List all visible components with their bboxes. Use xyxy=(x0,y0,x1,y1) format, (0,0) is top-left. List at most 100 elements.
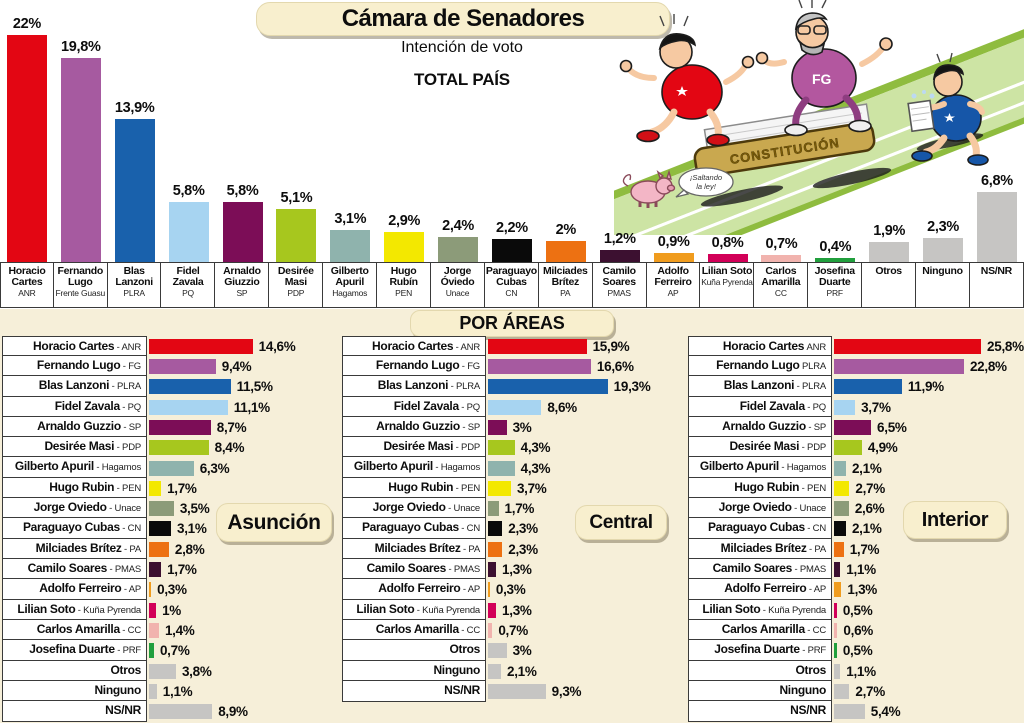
row-candidate-name: Ninguno xyxy=(433,662,480,677)
row-candidate-party: - PDP xyxy=(799,442,827,454)
row-candidate-name: Ninguno xyxy=(779,682,826,697)
interior-chart: Horacio Cartes ANR 25,8% Fernando Lugo PLR… xyxy=(688,336,1024,722)
row-value-label: 0,3% xyxy=(157,582,187,598)
row-candidate-party: - PRF xyxy=(114,645,141,657)
row-candidate-party: - SP xyxy=(805,421,826,433)
row-label-box: Milciades Brítez - PA xyxy=(688,537,832,560)
row-value-label: 9,3% xyxy=(551,683,582,699)
area-chart-row: Paraguayo Cubas - CN 3,1% xyxy=(2,517,342,540)
candidate-party: PRF xyxy=(826,287,844,298)
row-candidate-name: Carlos Amarilla xyxy=(721,621,805,636)
row-candidate-name: NS/NR xyxy=(790,703,826,718)
horizontal-bar xyxy=(488,521,503,537)
bar-value-label: 22% xyxy=(12,16,41,33)
row-label-box: Hugo Rubin - PEN xyxy=(2,476,147,499)
horizontal-bar xyxy=(834,440,862,456)
area-chart-row: Camilo Soares - PMAS 1,3% xyxy=(342,558,682,580)
row-value-label: 8,9% xyxy=(218,704,248,720)
row-candidate-party: - Kuña Pyrenda xyxy=(760,604,826,616)
candidate-party: PEN xyxy=(395,287,413,298)
row-value-label: 3,5% xyxy=(179,501,210,517)
row-label-box: Ninguno xyxy=(688,679,832,702)
horizontal-bar xyxy=(834,480,850,496)
area-chart-row: Gilberto Apuril - Hagamos 2,1% xyxy=(688,456,1024,479)
row-label-box: Jorge Oviedo - Unace xyxy=(2,497,147,519)
candidate-name: Horacio Cartes xyxy=(8,265,46,288)
candidate-name: Carlos Amarilla xyxy=(761,265,801,288)
horizontal-bar xyxy=(834,460,846,476)
row-candidate-name: Lilian Soto xyxy=(17,601,76,616)
horizontal-bar xyxy=(488,480,511,496)
central-area-label: Central xyxy=(589,511,653,533)
row-value-label: 22,8% xyxy=(969,358,1007,374)
candidate-name: Fidel Zavala xyxy=(172,265,204,288)
row-candidate-name: Fidel Zavala xyxy=(54,398,120,413)
row-label-box: Camilo Soares - PMAS xyxy=(688,558,832,580)
candidate-label-box: Camilo Soares PMAS xyxy=(591,262,647,308)
row-label-box: Adolfo Ferreiro - AP xyxy=(2,578,147,601)
row-label-box: Camilo Soares - PMAS xyxy=(2,558,147,580)
bar-plot-area: 1,9% xyxy=(862,30,916,262)
candidate-label-box: Horacio Cartes ANR xyxy=(0,262,54,308)
horizontal-bar xyxy=(834,623,838,639)
row-candidate-party: PLRA xyxy=(799,360,826,372)
horizontal-bar xyxy=(149,704,213,720)
area-chart-row: Carlos Amarilla - CC 0,6% xyxy=(688,618,1024,641)
horizontal-bar xyxy=(149,562,162,578)
pig xyxy=(622,169,676,208)
area-chart-row: Jorge Oviedo - Unace 3,5% xyxy=(2,497,342,519)
row-label-box: Carlos Amarilla - CC xyxy=(688,618,832,641)
vertical-bar xyxy=(707,253,748,262)
row-candidate-party: - PLRA xyxy=(794,381,827,393)
shirt-label: FG xyxy=(812,71,832,87)
row-label-box: Josefina Duarte - PRF xyxy=(2,639,147,661)
area-chart-row: Blas Lanzoni - PLRA 19,3% xyxy=(342,375,682,397)
bar-value-label: 5,8% xyxy=(172,183,205,200)
asuncion-area-tag: Asunción xyxy=(216,503,332,542)
row-value-label: 4,3% xyxy=(520,440,551,456)
horizontal-bar xyxy=(834,419,872,435)
horizontal-bar xyxy=(488,358,591,374)
row-candidate-name: Horacio Cartes xyxy=(33,339,115,353)
total-pais-chart: 22% Horacio Cartes ANR 19,8% Fernando Lugo Fr… xyxy=(0,16,1024,308)
row-label-box: Carlos Amarilla - CC xyxy=(2,618,147,641)
svg-text:la ley!: la ley! xyxy=(696,182,717,191)
area-chart-row: Adolfo Ferreiro - AP 0,3% xyxy=(342,578,682,601)
row-candidate-name: Paraguayo Cubas xyxy=(361,520,459,535)
row-label-box: Arnaldo Guzzio - SP xyxy=(2,415,147,438)
bar-plot-area: 2,2% xyxy=(485,30,539,262)
area-chart-row: NS/NR 5,4% xyxy=(688,700,1024,722)
area-chart-row: Hugo Rubin - PEN 3,7% xyxy=(342,476,682,499)
row-candidate-party: - ANR xyxy=(114,342,142,353)
row-candidate-name: Adolfo Ferreiro xyxy=(378,581,461,596)
horizontal-bar xyxy=(149,501,174,517)
candidate-name: Josefina Duarte xyxy=(814,265,856,288)
row-label-box: Horacio Cartes - ANR xyxy=(2,336,147,357)
candidate-name: Gilberto Apuril xyxy=(330,265,369,288)
horizontal-bar xyxy=(149,663,176,679)
row-label-box: Paraguayo Cubas - CN xyxy=(688,517,832,540)
row-candidate-party: ANR xyxy=(804,342,827,353)
row-value-label: 11,9% xyxy=(907,379,944,395)
row-candidate-name: Carlos Amarilla xyxy=(375,621,459,636)
candidate-party: Hagamos xyxy=(332,287,368,298)
row-candidate-name: Gilberto Apuril xyxy=(14,459,94,474)
row-candidate-party: - SP xyxy=(459,421,480,433)
total-chart-column: 5,1% Desirée Masi PDP xyxy=(268,30,324,308)
row-label-box: Otros xyxy=(342,639,486,661)
total-pais-heading: TOTAL PAÍS xyxy=(414,70,510,89)
runner-red xyxy=(619,14,755,147)
interior-area-label: Interior xyxy=(921,508,989,531)
horizontal-bar xyxy=(149,521,171,537)
horizontal-bar xyxy=(834,501,849,517)
row-value-label: 4,3% xyxy=(520,460,551,476)
horizontal-bar xyxy=(149,358,216,374)
row-candidate-name: Fidel Zavala xyxy=(393,398,459,413)
candidate-name: Jorge Óviedo xyxy=(440,265,475,288)
horizontal-bar xyxy=(834,582,842,598)
candidate-label-box: Milciades Brítez PA xyxy=(537,262,593,308)
total-chart-column: 5,8% Arnaldo Giuzzio SP xyxy=(214,30,270,308)
row-candidate-name: Horacio Cartes xyxy=(372,339,454,353)
total-chart-column: 19,8% Fernando Lugo Frente Guasu xyxy=(52,30,108,308)
row-candidate-name: Desirée Masi xyxy=(729,439,800,454)
